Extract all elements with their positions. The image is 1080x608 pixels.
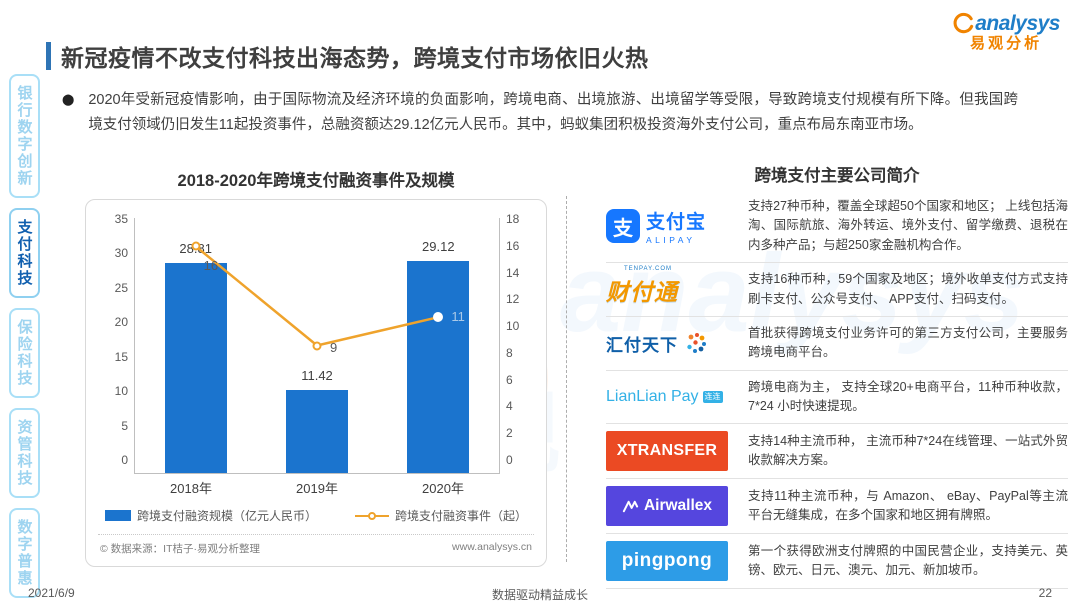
sidebar-tab-4[interactable]: 资管科技: [8, 408, 40, 498]
bar-2019年: [286, 389, 348, 473]
sidebar-tab-2[interactable]: 支付科技: [8, 208, 40, 298]
legend-item-line: 跨境支付融资事件（起）: [355, 507, 527, 524]
data-source-note: © 数据来源：IT桔子·易观分析整理: [100, 543, 260, 555]
company-row-xtransfer: XTRANSFER 支持14种主流币种， 主流币种7*24在线管理、一站式外贸收款…: [606, 424, 1068, 480]
header: 新冠疫情不改支付科技出海态势，跨境支付市场依旧火热: [46, 24, 649, 89]
company-row-alipay: 支支付宝 ALIPAY 支持27种币种，覆盖全球超50个国家和地区； 上线包括海淘、…: [606, 190, 1068, 264]
company-rows: 支支付宝 ALIPAY 支持27种币种，覆盖全球超50个国家和地区； 上线包括海淘、…: [606, 190, 1068, 590]
x-axis-labels: 2018年 2019年 2020年: [128, 478, 506, 497]
pingpong-logo: pingpong: [606, 541, 736, 582]
x-tick-label: 2018年: [170, 481, 212, 496]
left-axis-labels: 35 30 25 20 15 10 5 0: [114, 212, 128, 467]
huifu-pinwheel-icon: [687, 333, 706, 354]
line-marker: [433, 312, 444, 323]
legend-item-bar: 跨境支付融资规模（亿元人民币）: [104, 507, 317, 524]
summary-bullet: ⬤ 2020年受新冠疫情影响，由于国际物流及经济环境的负面影响，跨境电商、出境旅…: [62, 88, 1018, 139]
logo-text-en: analysys: [975, 12, 1060, 35]
bar-2020年: [407, 260, 470, 473]
sidebar-tab-1[interactable]: 银行数字创新: [8, 74, 40, 198]
logo-text-cn: 易观分析: [970, 35, 1043, 53]
section-sidebar: 银行数字创新支付科技保险科技资管科技数字普惠: [6, 74, 42, 598]
bar-value-label: 11.42: [301, 367, 333, 383]
right-axis-labels: 18 16 14 12 10 8 6 4 2 0: [506, 212, 520, 467]
line-marker: [312, 341, 322, 350]
bullet-dot-icon: ⬤: [62, 94, 75, 106]
line-value-label: 11: [451, 309, 465, 325]
alipay-logo: 支支付宝 ALIPAY: [606, 207, 736, 245]
sidebar-tab-5[interactable]: 数字普惠: [8, 508, 40, 598]
line-value-label: 9: [330, 339, 338, 355]
footer-page-number: 22: [1038, 586, 1052, 600]
vertical-dashed-divider: [566, 196, 567, 562]
page-title: 新冠疫情不改支付科技出海态势，跨境支付市场依旧火热: [61, 45, 649, 72]
company-description: 支持14种主流币种， 主流币种7*24在线管理、一站式外贸收款解决方案。: [748, 434, 1068, 468]
legend-bar-swatch-icon: [104, 510, 131, 521]
bar-2018年: [164, 263, 227, 473]
airwallex-mark-icon: [622, 500, 639, 513]
company-description: 首批获得跨境支付业务许可的第三方支付公司，主要服务跨境电商平台。: [748, 325, 1068, 360]
lianlian-badge: 连连: [702, 390, 723, 404]
companies-panel: 跨境支付主要公司简介 支支付宝 ALIPAY 支持27种币种，覆盖全球超50个国家和…: [606, 162, 1068, 590]
title-accent-bar: [46, 42, 51, 71]
company-row-airwallex: Airwallex 支持11种主流币种，与 Amazon、 eBay、PayPal…: [606, 479, 1068, 535]
website-text: www.analysys.cn: [452, 541, 532, 553]
line-marker: [191, 241, 201, 251]
company-description: 跨境电商为主， 支持全球20+电商平台，11种币种收款，7*24 小时快速提现。: [748, 379, 1068, 413]
x-tick-label: 2020年: [422, 481, 464, 496]
airwallex-logo: Airwallex: [606, 486, 736, 527]
company-description: 第一个获得欧洲支付牌照的中国民营企业，支持美元、英镑、欧元、日元、澳元、加元、新…: [748, 544, 1068, 578]
chart-title: 2018-2020年跨境支付融资事件及规模: [177, 172, 455, 190]
company-description: 支持11种主流币种，与 Amazon、 eBay、PayPal等主流平台无缝集成…: [748, 489, 1068, 523]
lianlian-logo: LianLian Pay 连连: [606, 388, 723, 405]
analysys-swirl-icon: [953, 12, 974, 34]
chart-legend: 跨境支付融资规模（亿元人民币） 跨境支付融资事件（起）: [86, 507, 546, 524]
footer: 数据驱动精益成长 2021/6/9 22: [28, 586, 1052, 602]
tenpay-logo: TENPAY.COM 财付通: [606, 265, 678, 305]
company-description: 支持16种币种，59个国家及地区；境外收单支付方式支持刷卡支付、公众号支付、 A…: [748, 272, 1068, 306]
company-row-tenpay: TENPAY.COM 财付通 支持16种币种，59个国家及地区；境外收单支付方式支持…: [606, 263, 1068, 317]
companies-title: 跨境支付主要公司简介: [754, 167, 920, 185]
company-description: 支持27种币种，覆盖全球超50个国家和地区； 上线包括海淘、国际航旅、海外转运、…: [748, 199, 1068, 252]
summary-text: 2020年受新冠疫情影响，由于国际物流及经济环境的负面影响，跨境电商、出境旅游、…: [88, 92, 1018, 134]
huifu-logo: 汇付天下: [606, 330, 736, 356]
chart-card-separator: [98, 534, 534, 535]
company-row-lianlian: LianLian Pay 连连 跨境电商为主， 支持全球20+电商平台，11种币种收…: [606, 371, 1068, 425]
footer-date: 2021/6/9: [28, 586, 75, 600]
line-value-label: 16: [203, 258, 219, 274]
company-row-pingpong: pingpong 第一个获得欧洲支付牌照的中国民营企业，支持美元、英镑、欧元、日元…: [606, 534, 1068, 590]
sidebar-tab-3[interactable]: 保险科技: [8, 308, 40, 398]
footer-slogan: 数据驱动精益成长: [491, 588, 588, 602]
company-row-huifu: 汇付天下 首批获得跨境支付业务许可的第三方支付公司，主要服务跨境电商平台。: [606, 317, 1068, 371]
x-tick-label: 2019年: [296, 481, 338, 496]
xtransfer-logo: XTRANSFER: [606, 431, 736, 472]
bar-value-label: 29.12: [422, 238, 455, 254]
alipay-icon: 支: [606, 209, 640, 244]
legend-line-marker-icon: [355, 511, 389, 520]
analysys-logo: analysys 易观分析: [952, 12, 1060, 53]
